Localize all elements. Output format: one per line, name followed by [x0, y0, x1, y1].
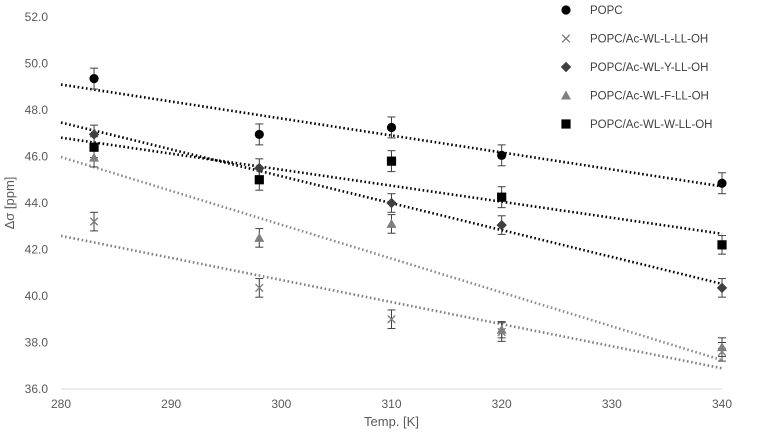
- data-point: [717, 178, 727, 188]
- data-point: [254, 232, 265, 242]
- legend-marker: [561, 119, 571, 129]
- data-point: [386, 218, 397, 228]
- data-point: [717, 342, 727, 352]
- legend-label: POPC/Ac-WL-L-LL-OH: [590, 34, 708, 46]
- legend-marker: [561, 5, 571, 15]
- legend-marker: [560, 61, 572, 73]
- data-point: [255, 283, 264, 293]
- x-tick-label: 280: [51, 397, 71, 411]
- y-tick-label: 50.0: [25, 57, 49, 71]
- y-tick-label: 42.0: [25, 243, 49, 257]
- legend-marker: [561, 34, 571, 43]
- data-point: [386, 197, 397, 209]
- legend-item: POPC/Ac-WL-F-LL-OH: [561, 90, 709, 103]
- x-tick-label: 290: [161, 397, 181, 411]
- legend-item: POPC/Ac-WL-L-LL-OH: [561, 34, 708, 46]
- trendline: [60, 155, 723, 362]
- data-point: [254, 175, 264, 185]
- x-tick-label: 340: [712, 397, 732, 411]
- data-point: [497, 192, 507, 202]
- y-tick-label: 48.0: [25, 103, 49, 117]
- data-point: [386, 122, 397, 133]
- legend-item: POPC/Ac-WL-Y-LL-OH: [560, 61, 708, 74]
- x-tick-label: 310: [381, 397, 401, 411]
- x-tick-label: 300: [271, 397, 291, 411]
- legend-label: POPC: [590, 5, 623, 17]
- data-point: [717, 240, 727, 250]
- data-point: [254, 129, 264, 140]
- data-point: [88, 129, 100, 140]
- data-point: [496, 324, 507, 334]
- legend-item: POPC/Ac-WL-W-LL-OH: [561, 119, 712, 131]
- data-point: [387, 314, 396, 324]
- x-tick-label: 320: [492, 397, 512, 411]
- trendline: [60, 234, 723, 370]
- legend-label: POPC/Ac-WL-W-LL-OH: [590, 119, 712, 131]
- x-tick-label: 330: [602, 397, 622, 411]
- legend-label: POPC/Ac-WL-F-LL-OH: [590, 91, 709, 103]
- legend-marker: [561, 90, 571, 100]
- data-point: [89, 152, 100, 162]
- error-bars: [90, 67, 726, 362]
- legend: POPC POPC/Ac-WL-L-LL-OH POPC/Ac-WL-Y-LL-OH…: [560, 5, 712, 131]
- y-tick-label: 46.0: [25, 150, 49, 164]
- data-point: [254, 162, 265, 174]
- y-axis-ticks: 36.0 38.0 40.0 42.0 44.0 46.0 48.0 50.0 52.0: [25, 10, 49, 396]
- data-point: [496, 219, 507, 231]
- data-point: [716, 282, 728, 294]
- x-axis-title: Temp. [K]: [364, 414, 419, 429]
- data-point: [386, 156, 397, 166]
- y-axis-title: Δσ [ppm]: [2, 177, 17, 230]
- data-point: [497, 150, 507, 160]
- y-tick-label: 38.0: [25, 336, 49, 350]
- y-tick-label: 44.0: [25, 196, 49, 210]
- legend-label: POPC/Ac-WL-Y-LL-OH: [590, 62, 708, 74]
- y-tick-label: 40.0: [25, 289, 49, 303]
- x-axis-ticks: 280 290 300 310 320 330 340: [51, 397, 732, 411]
- y-tick-label: 36.0: [25, 382, 49, 396]
- data-point: [89, 217, 99, 226]
- data-point: [89, 74, 99, 84]
- y-tick-label: 52.0: [25, 10, 49, 24]
- legend-item: POPC: [561, 5, 623, 17]
- data-markers: [88, 74, 728, 357]
- data-point: [89, 142, 99, 152]
